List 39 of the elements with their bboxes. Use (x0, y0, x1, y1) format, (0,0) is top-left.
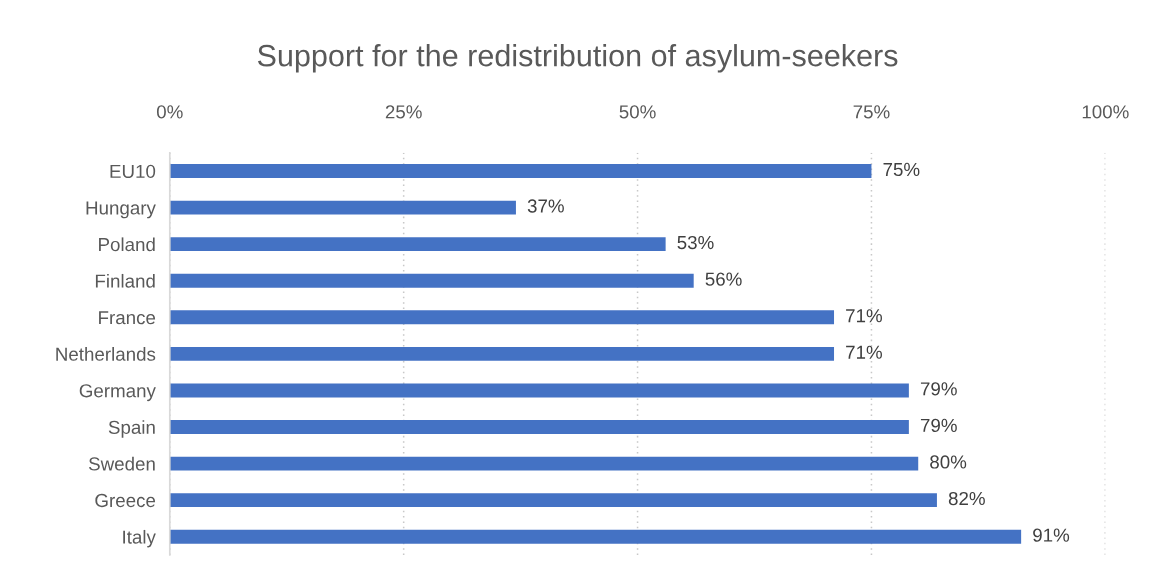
y-tick-label: Greece (95, 493, 156, 508)
bar (169, 383, 909, 398)
bar (169, 529, 1022, 544)
data-label: 71% (846, 309, 882, 323)
data-label: 71% (846, 345, 882, 359)
x-tick-label: 0% (156, 105, 183, 119)
x-tick-label: 50% (619, 105, 656, 119)
x-tick-label: 75% (853, 105, 890, 119)
y-tick-label: Germany (79, 384, 156, 402)
data-label: 79% (920, 382, 957, 396)
data-label: 82% (948, 491, 985, 506)
bar (169, 346, 835, 361)
bar (169, 310, 835, 325)
bar (169, 420, 909, 434)
bar (169, 164, 872, 178)
bar (169, 237, 666, 252)
y-tick-label: Italy (123, 529, 156, 548)
y-tick-label: Spain (108, 420, 155, 438)
bar (169, 456, 919, 471)
x-tick-label: 100% (1082, 105, 1129, 119)
bar (169, 200, 516, 215)
y-tick-label: Poland (99, 237, 155, 252)
data-label: 79% (920, 418, 957, 433)
data-label: 80% (930, 455, 967, 469)
data-label: 91% (1033, 528, 1070, 542)
y-tick-label: Finland (95, 273, 155, 288)
y-tick-label: EU10 (110, 164, 156, 179)
y-tick-label: Netherlands (56, 347, 156, 361)
data-label: 56% (705, 272, 742, 286)
bar (169, 493, 937, 508)
chart-title: Support for the redistribution of asylum-seekers (257, 44, 898, 73)
data-label: 75% (883, 162, 920, 177)
y-tick-label: France (99, 311, 156, 325)
bar (169, 273, 694, 288)
y-tick-label: Sweden (88, 456, 155, 471)
data-label: 53% (677, 235, 714, 250)
x-tick-label: 25% (385, 105, 422, 119)
data-label: 37% (527, 199, 564, 213)
y-tick-label: Hungary (86, 201, 156, 219)
